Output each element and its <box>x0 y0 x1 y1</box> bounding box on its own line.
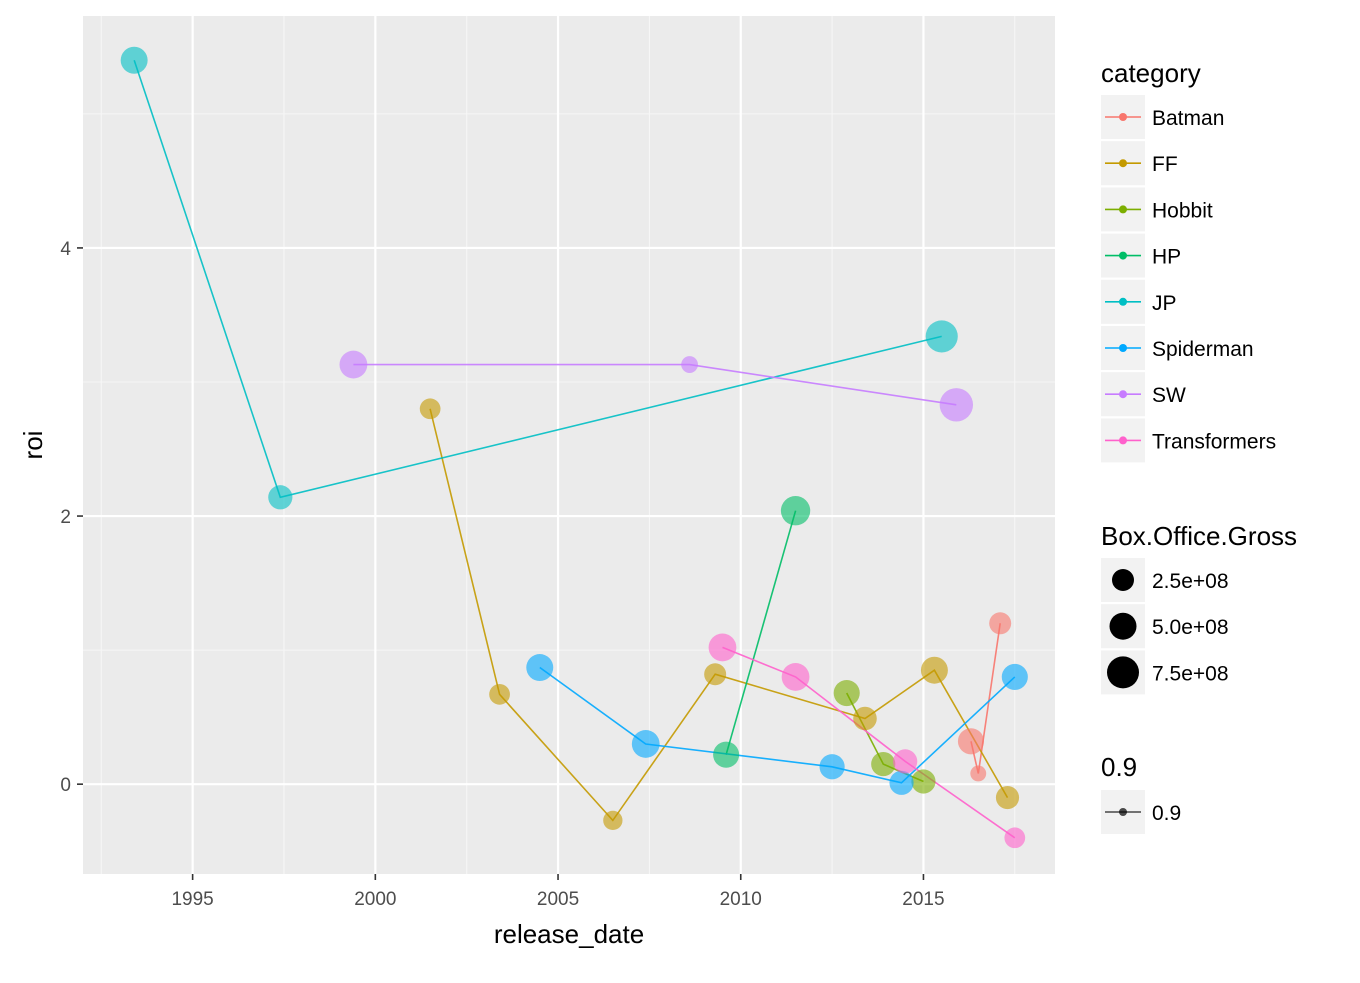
data-point-ff <box>920 656 948 684</box>
y-tick-label: 2 <box>60 507 71 528</box>
data-point-ff <box>489 683 510 705</box>
data-point-spiderman <box>819 754 845 780</box>
data-point-spiderman <box>1001 663 1028 690</box>
legend-size-label: 7.5e+08 <box>1152 662 1229 685</box>
legend-label-jp: JP <box>1152 292 1177 315</box>
data-point-transformers <box>893 749 918 774</box>
legend-size-point <box>1107 656 1139 689</box>
data-point-ff <box>603 810 623 831</box>
legend-size-label: 5.0e+08 <box>1152 616 1229 639</box>
legend-size-point <box>1112 569 1134 591</box>
x-tick-label: 2015 <box>902 889 944 910</box>
x-tick-label: 2000 <box>354 889 396 910</box>
data-point-spiderman <box>889 770 914 795</box>
data-point-transformers <box>1004 827 1026 849</box>
data-point-hobbit <box>871 751 896 777</box>
legend-point-spiderman <box>1119 344 1127 352</box>
legend-label-hp: HP <box>1152 246 1181 269</box>
series-line-hp <box>725 510 797 755</box>
x-tick-label: 2010 <box>720 889 762 910</box>
series-points <box>120 46 1028 849</box>
legend-label-ff: FF <box>1152 153 1178 176</box>
x-axis-label: release_date <box>494 919 644 949</box>
data-point-transformers <box>781 663 810 691</box>
legend-point-sw <box>1119 390 1127 399</box>
plot-panel <box>83 16 1055 874</box>
data-point-ff <box>704 663 727 686</box>
major-gridlines <box>83 16 1055 874</box>
legend-label-spiderman: Spiderman <box>1152 338 1254 361</box>
legend: category Batman FF Hobbit HP JP Spiderman SW Tra… <box>1101 58 1297 834</box>
y-tick-label: 0 <box>60 775 71 796</box>
data-point-hobbit <box>911 769 936 794</box>
data-point-sw <box>939 388 974 422</box>
data-point-spiderman <box>526 654 554 682</box>
legend-point-ff <box>1119 159 1127 168</box>
data-point-ff <box>419 398 441 420</box>
data-point-jp <box>120 46 148 74</box>
data-point-ff <box>853 706 877 731</box>
legend-label-sw: SW <box>1152 384 1186 407</box>
legend-point-batman <box>1119 113 1127 121</box>
legend-title-alpha: 0.9 <box>1101 752 1137 782</box>
x-axis: 1995 2000 2005 2010 2015 <box>171 874 945 910</box>
data-point-hp <box>713 741 740 768</box>
legend-label-transformers: Transformers <box>1152 430 1276 453</box>
data-point-batman <box>970 765 987 782</box>
legend-title-category: category <box>1101 58 1201 88</box>
data-point-batman <box>957 728 985 755</box>
x-tick-label: 2005 <box>537 889 579 910</box>
legend-alpha-label: 0.9 <box>1152 802 1181 825</box>
data-point-hp <box>780 496 811 526</box>
legend-size-point <box>1109 612 1137 640</box>
x-tick-label: 1995 <box>171 889 213 910</box>
data-point-transformers <box>708 633 737 662</box>
data-point-ff <box>995 786 1020 810</box>
legend-title-size: Box.Office.Gross <box>1101 521 1297 551</box>
data-point-spiderman <box>631 730 660 758</box>
data-point-sw <box>339 350 368 379</box>
legend-alpha-point <box>1119 808 1127 816</box>
data-point-hobbit <box>833 679 860 707</box>
data-point-batman <box>989 612 1012 635</box>
series-line-transformers <box>722 646 1016 839</box>
legend-point-transformers <box>1119 436 1127 445</box>
y-tick-label: 4 <box>60 239 71 260</box>
legend-label-batman: Batman <box>1152 107 1224 130</box>
data-point-sw <box>681 356 698 373</box>
legend-point-jp <box>1119 297 1127 306</box>
legend-point-hp <box>1119 251 1127 260</box>
legend-size-label: 2.5e+08 <box>1152 570 1229 593</box>
y-axis: 0 2 4 <box>60 239 83 796</box>
minor-gridlines <box>83 16 1055 874</box>
data-point-jp <box>268 485 293 510</box>
legend-label-hobbit: Hobbit <box>1152 199 1213 222</box>
data-point-jp <box>925 320 958 353</box>
y-axis-label: roi <box>18 431 48 460</box>
legend-point-hobbit <box>1119 205 1127 214</box>
